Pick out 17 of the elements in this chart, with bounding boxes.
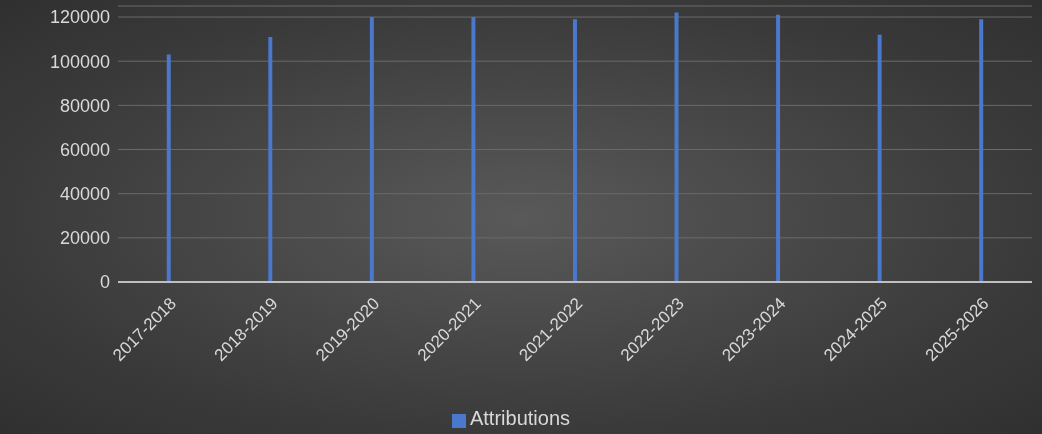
y-tick-label: 80000: [59, 95, 110, 116]
bar: [471, 17, 476, 282]
bar: [674, 12, 679, 282]
legend-label: Attributions: [469, 407, 571, 429]
y-tick-label: 40000: [59, 184, 110, 205]
bar: [166, 54, 171, 282]
y-tick-label: 100000: [49, 51, 110, 72]
bar: [877, 34, 882, 282]
bar: [572, 19, 577, 282]
bar: [369, 17, 374, 282]
bar: [268, 36, 273, 282]
bar: [776, 14, 781, 282]
bar: [979, 19, 984, 282]
y-tick-label: 60000: [59, 139, 110, 160]
y-tick-label: 0: [99, 272, 110, 293]
y-tick-label: 120000: [49, 7, 110, 28]
y-tick-label: 20000: [59, 228, 110, 249]
